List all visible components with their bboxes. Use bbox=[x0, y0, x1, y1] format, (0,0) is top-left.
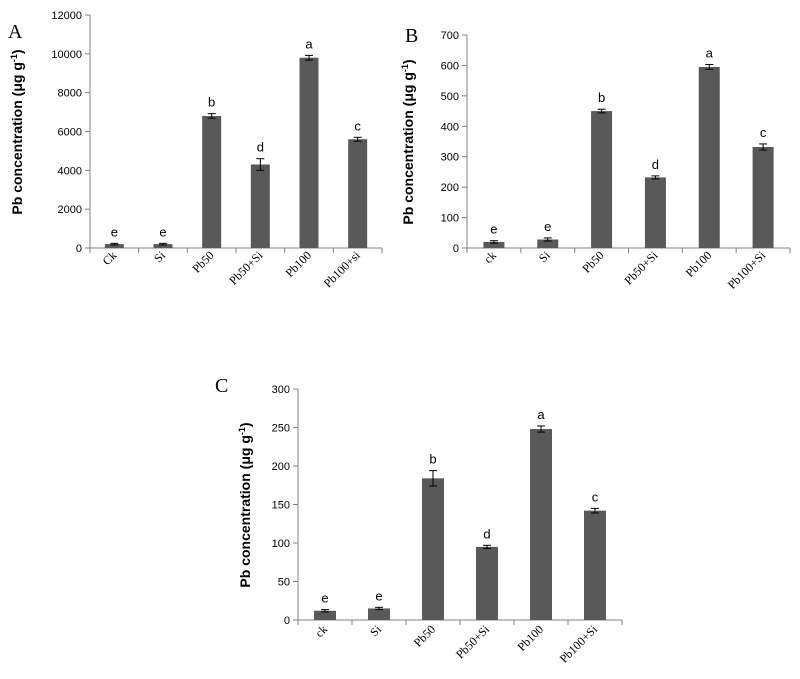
y-tick-label: 6000 bbox=[58, 127, 82, 139]
significance-letter: c bbox=[592, 489, 599, 504]
bar-ck bbox=[483, 241, 505, 248]
category-label: ck bbox=[481, 248, 499, 266]
category-label: Pb50+Si bbox=[621, 248, 661, 288]
bar-ck bbox=[314, 610, 336, 620]
significance-letter: e bbox=[321, 591, 328, 606]
panel-letter: A bbox=[8, 21, 23, 43]
significance-letter: d bbox=[483, 526, 490, 541]
y-axis-label: Pb concentration (μg g-1) bbox=[400, 59, 416, 224]
y-tick-label: 50 bbox=[278, 577, 290, 589]
significance-letter: b bbox=[598, 90, 605, 105]
y-tick-label: 0 bbox=[453, 243, 459, 255]
y-tick-label: 250 bbox=[272, 423, 290, 435]
category-label: Pb50 bbox=[579, 248, 606, 275]
y-tick-label: 100 bbox=[441, 213, 459, 225]
y-tick-label: 500 bbox=[441, 91, 459, 103]
category-label: Pb50 bbox=[411, 622, 438, 649]
significance-letter: e bbox=[111, 224, 118, 239]
y-tick-label: 4000 bbox=[58, 165, 82, 177]
y-tick-label: 700 bbox=[441, 30, 459, 42]
bar-si bbox=[537, 239, 559, 248]
bar-si bbox=[153, 244, 173, 248]
category-label: Pb100 bbox=[683, 248, 715, 280]
significance-letter: e bbox=[490, 222, 497, 237]
bar-pb50 bbox=[422, 478, 444, 620]
significance-letter: b bbox=[208, 95, 215, 110]
y-axis-label: Pb concentration (μg g-1) bbox=[9, 49, 25, 214]
bar-pb100-plus-si bbox=[348, 139, 368, 248]
bar-ck bbox=[104, 244, 124, 248]
category-label: Pb100+si bbox=[321, 248, 364, 291]
bar-pb50 bbox=[202, 115, 222, 248]
y-tick-label: 2000 bbox=[58, 204, 82, 216]
category-label: Si bbox=[367, 622, 384, 639]
category-label: Si bbox=[151, 248, 168, 265]
significance-letter: e bbox=[159, 224, 166, 239]
category-label: Pb100 bbox=[283, 248, 315, 280]
y-tick-label: 400 bbox=[441, 121, 459, 133]
y-tick-label: 10000 bbox=[51, 49, 82, 61]
category-label: Pb100+Si bbox=[557, 622, 601, 666]
significance-letter: d bbox=[652, 157, 659, 172]
bar-pb50-plus-si bbox=[250, 164, 270, 248]
y-tick-label: 200 bbox=[272, 461, 290, 473]
significance-letter: e bbox=[544, 219, 551, 234]
category-label: Pb50 bbox=[189, 248, 216, 275]
category-label: Pb50+Si bbox=[226, 248, 266, 288]
bar-pb100 bbox=[299, 57, 319, 248]
bar-pb100-plus-si bbox=[584, 510, 606, 620]
significance-letter: b bbox=[429, 452, 436, 467]
bar-pb100 bbox=[530, 429, 552, 620]
significance-letter: d bbox=[257, 140, 264, 155]
significance-letter: c bbox=[760, 125, 767, 140]
y-tick-label: 100 bbox=[272, 538, 290, 550]
y-tick-label: 0 bbox=[284, 615, 290, 627]
y-tick-label: 0 bbox=[76, 243, 82, 255]
category-label: Ck bbox=[100, 248, 120, 268]
significance-letter: a bbox=[537, 407, 545, 422]
y-tick-label: 300 bbox=[441, 152, 459, 164]
chart-panel-a: A 0 2000 4000 6000 8000 10000 12000 Pb concentra… bbox=[8, 10, 383, 291]
bar-pb50 bbox=[591, 111, 613, 248]
significance-letter: c bbox=[354, 118, 361, 133]
y-tick-label: 600 bbox=[441, 60, 459, 72]
panel-letter: C bbox=[215, 375, 228, 397]
significance-letter: a bbox=[305, 36, 313, 51]
significance-letter: a bbox=[706, 46, 714, 61]
category-label: Si bbox=[536, 248, 553, 265]
bar-si bbox=[368, 608, 390, 620]
significance-letter: e bbox=[375, 588, 382, 603]
y-tick-label: 12000 bbox=[51, 10, 82, 22]
chart-panel-b: B 0 100 200 300 400 500 600 700 Pb concentration … bbox=[400, 25, 791, 292]
y-axis-label: Pb concentration (μg g-1) bbox=[237, 422, 253, 587]
bar-pb100-plus-si bbox=[752, 146, 774, 248]
chart-panel-c: C 0 50 100 150 200 250 300 Pb concentration (μg … bbox=[215, 375, 623, 666]
category-label: Pb50+Si bbox=[453, 622, 493, 662]
category-label: Pb100+Si bbox=[725, 248, 769, 292]
category-label: Pb100 bbox=[515, 622, 547, 654]
bar-pb100 bbox=[698, 66, 720, 248]
panel-letter: B bbox=[405, 25, 418, 47]
bar-pb50-plus-si bbox=[644, 177, 666, 248]
y-tick-label: 200 bbox=[441, 182, 459, 194]
y-tick-label: 150 bbox=[272, 500, 290, 512]
category-label: ck bbox=[312, 622, 330, 640]
y-tick-label: 300 bbox=[272, 384, 290, 396]
bar-pb50-plus-si bbox=[476, 546, 498, 620]
y-tick-label: 8000 bbox=[58, 88, 82, 100]
